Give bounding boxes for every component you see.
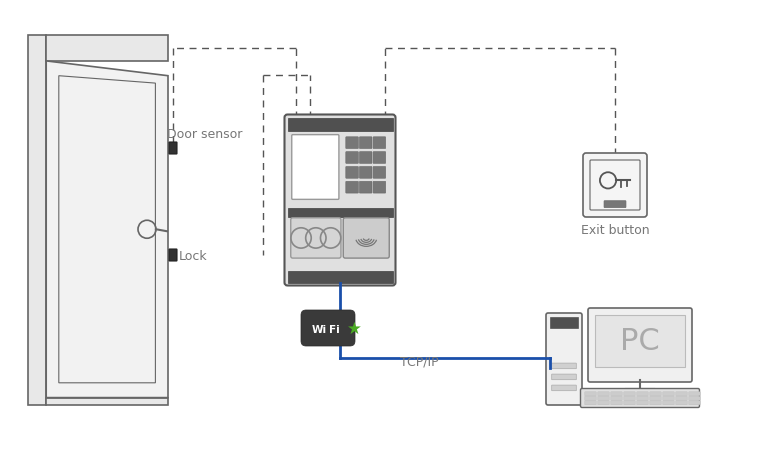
- FancyBboxPatch shape: [650, 396, 661, 400]
- FancyBboxPatch shape: [624, 401, 635, 405]
- FancyBboxPatch shape: [292, 135, 339, 199]
- FancyBboxPatch shape: [585, 392, 596, 396]
- Polygon shape: [46, 35, 168, 61]
- FancyBboxPatch shape: [169, 249, 177, 261]
- FancyBboxPatch shape: [637, 392, 648, 396]
- FancyBboxPatch shape: [583, 153, 647, 217]
- FancyBboxPatch shape: [291, 218, 341, 258]
- FancyBboxPatch shape: [373, 152, 385, 163]
- FancyBboxPatch shape: [663, 392, 674, 396]
- Text: TCP/IP: TCP/IP: [400, 356, 439, 368]
- FancyBboxPatch shape: [550, 317, 578, 329]
- Text: ★: ★: [347, 320, 361, 338]
- Polygon shape: [46, 398, 168, 405]
- Polygon shape: [46, 61, 168, 398]
- FancyBboxPatch shape: [287, 271, 392, 283]
- FancyBboxPatch shape: [552, 363, 577, 369]
- FancyBboxPatch shape: [373, 181, 385, 193]
- FancyBboxPatch shape: [650, 392, 661, 396]
- FancyBboxPatch shape: [689, 392, 700, 396]
- FancyBboxPatch shape: [624, 392, 635, 396]
- FancyBboxPatch shape: [624, 396, 635, 400]
- FancyBboxPatch shape: [552, 374, 577, 380]
- FancyBboxPatch shape: [343, 218, 389, 258]
- FancyBboxPatch shape: [287, 208, 392, 217]
- Text: Door sensor: Door sensor: [167, 127, 242, 140]
- FancyBboxPatch shape: [676, 396, 687, 400]
- Text: Lock: Lock: [179, 250, 207, 263]
- FancyBboxPatch shape: [301, 310, 355, 346]
- FancyBboxPatch shape: [611, 392, 622, 396]
- FancyBboxPatch shape: [287, 117, 392, 131]
- FancyBboxPatch shape: [676, 401, 687, 405]
- FancyBboxPatch shape: [595, 315, 685, 367]
- FancyBboxPatch shape: [359, 167, 372, 178]
- FancyBboxPatch shape: [346, 181, 358, 193]
- Text: PC: PC: [620, 327, 660, 356]
- FancyBboxPatch shape: [611, 401, 622, 405]
- FancyBboxPatch shape: [689, 396, 700, 400]
- FancyBboxPatch shape: [604, 201, 626, 207]
- FancyBboxPatch shape: [663, 396, 674, 400]
- Text: Wi: Wi: [312, 325, 327, 335]
- FancyBboxPatch shape: [552, 385, 577, 391]
- FancyBboxPatch shape: [676, 392, 687, 396]
- FancyBboxPatch shape: [169, 142, 177, 154]
- FancyBboxPatch shape: [663, 401, 674, 405]
- FancyBboxPatch shape: [585, 396, 596, 400]
- FancyBboxPatch shape: [590, 160, 640, 210]
- Text: Exit button: Exit button: [580, 224, 649, 236]
- Polygon shape: [28, 35, 46, 405]
- FancyBboxPatch shape: [637, 401, 648, 405]
- FancyBboxPatch shape: [598, 401, 609, 405]
- FancyBboxPatch shape: [546, 313, 582, 405]
- FancyBboxPatch shape: [611, 396, 622, 400]
- FancyBboxPatch shape: [346, 167, 358, 178]
- FancyBboxPatch shape: [585, 401, 596, 405]
- FancyBboxPatch shape: [285, 115, 396, 285]
- FancyBboxPatch shape: [346, 137, 358, 148]
- FancyBboxPatch shape: [359, 137, 372, 148]
- Text: Fi: Fi: [329, 325, 340, 335]
- FancyBboxPatch shape: [346, 152, 358, 163]
- FancyBboxPatch shape: [359, 181, 372, 193]
- FancyBboxPatch shape: [373, 167, 385, 178]
- FancyBboxPatch shape: [359, 152, 372, 163]
- FancyBboxPatch shape: [588, 308, 692, 382]
- FancyBboxPatch shape: [598, 392, 609, 396]
- FancyBboxPatch shape: [598, 396, 609, 400]
- FancyBboxPatch shape: [689, 401, 700, 405]
- FancyBboxPatch shape: [637, 396, 648, 400]
- FancyBboxPatch shape: [650, 401, 661, 405]
- FancyBboxPatch shape: [373, 137, 385, 148]
- FancyBboxPatch shape: [580, 388, 700, 408]
